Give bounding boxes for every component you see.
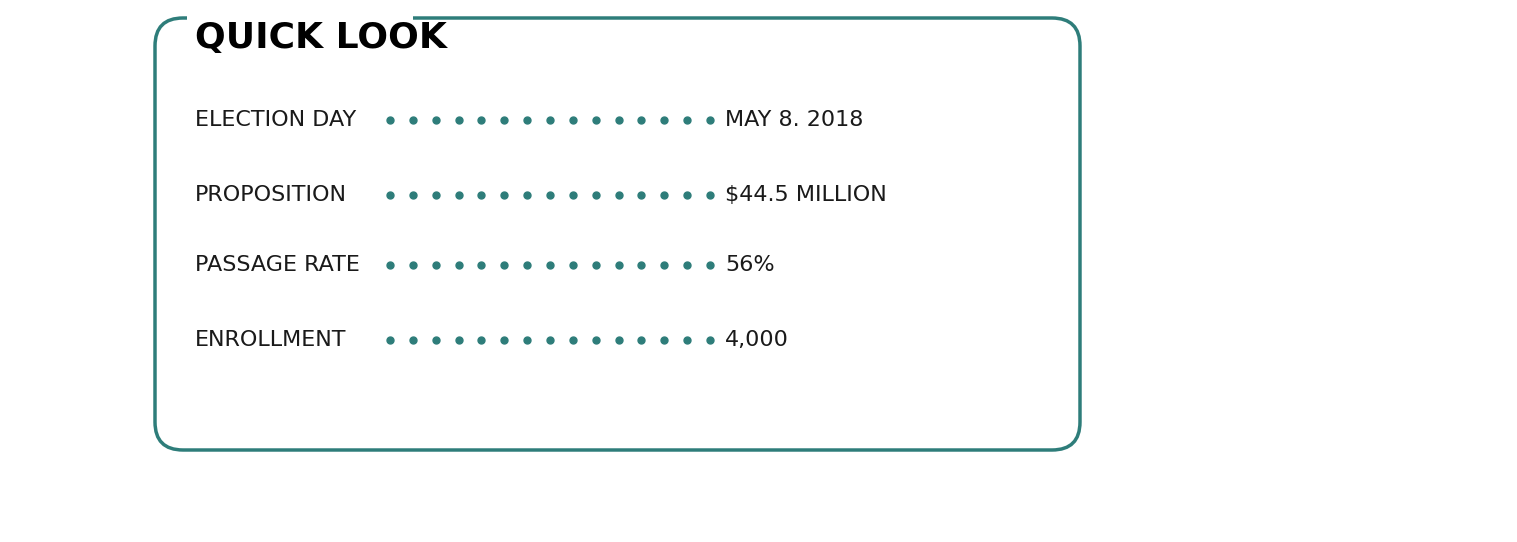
Text: 56%: 56% [725,255,775,275]
FancyBboxPatch shape [155,18,1080,450]
Text: QUICK LOOK: QUICK LOOK [196,21,448,55]
Text: PASSAGE RATE: PASSAGE RATE [196,255,360,275]
Text: ELECTION DAY: ELECTION DAY [196,110,356,130]
Text: PROPOSITION: PROPOSITION [196,185,347,205]
Text: ENROLLMENT: ENROLLMENT [196,330,346,350]
Text: 4,000: 4,000 [725,330,789,350]
Text: MAY 8. 2018: MAY 8. 2018 [725,110,863,130]
Bar [187,12,413,24]
Text: $44.5 MILLION: $44.5 MILLION [725,185,887,205]
